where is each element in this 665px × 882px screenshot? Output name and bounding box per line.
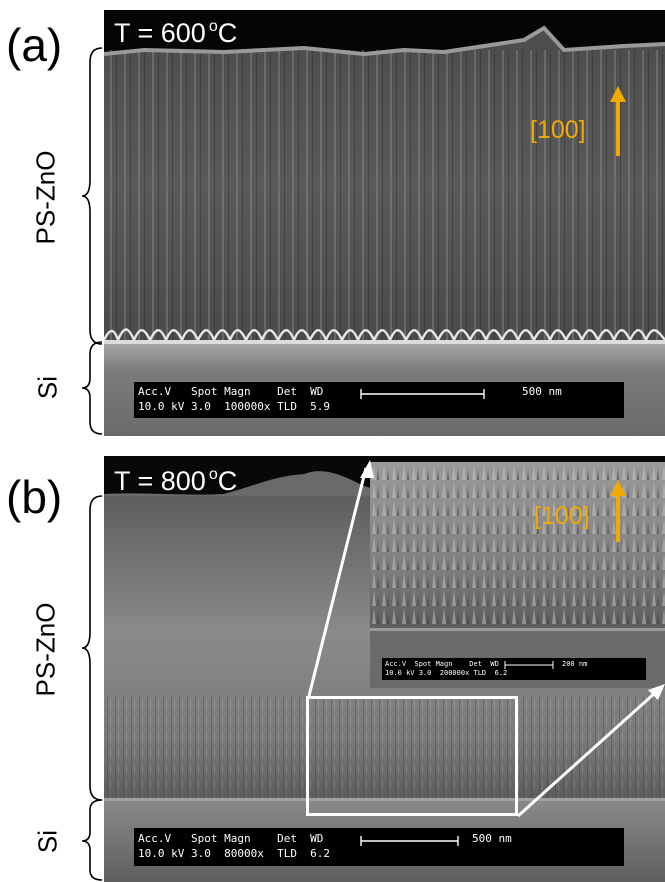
- inset-scale-bar-label: 200 nm: [562, 660, 588, 668]
- temperature-label-a: T = 600 oC: [114, 18, 238, 48]
- si-brace-b: [81, 799, 103, 881]
- data-bar-a: Acc.V Spot Magn Det WD 10.0 kV 3.0 10000…: [134, 382, 624, 418]
- zoom-arrow-left-icon: [360, 460, 374, 478]
- inset-scale-bar: [504, 661, 554, 669]
- ps-zno-brace-b: [81, 495, 103, 801]
- sem-image-a: T = 600 oC [100] Acc.V Spot Magn Det WD 1…: [104, 10, 665, 436]
- inset-direction-label: [100]: [534, 502, 590, 530]
- si-brace-a: [81, 341, 103, 435]
- inset-image: [100] Acc.V Spot Magn Det WD 10.0 kV 3.0…: [370, 462, 665, 688]
- sem-image-b: T = 800 oC [100]: [104, 456, 665, 882]
- si-label-a: Si: [32, 375, 63, 400]
- zoom-arrow-right-icon: [648, 684, 665, 700]
- data-bar-header-b: Acc.V Spot Magn Det WD: [138, 832, 324, 845]
- si-label-b: Si: [32, 829, 63, 854]
- data-bar-header-a: Acc.V Spot Magn Det WD: [138, 385, 324, 398]
- ps-zno-brace-a: [81, 47, 103, 345]
- scale-bar-a: [360, 389, 485, 399]
- data-bar-b: Acc.V Spot Magn Det WD 10.0 kV 3.0 80000…: [134, 828, 624, 866]
- zoom-region-box: [306, 696, 518, 816]
- inset-direction-arrow-icon: [610, 480, 626, 542]
- data-bar-values-a: 10.0 kV 3.0 100000x TLD 5.9: [138, 400, 331, 413]
- scale-bar-label-b: 500 nm: [472, 832, 512, 845]
- sem-micrograph-a: [104, 10, 665, 436]
- inset-data-bar-values: 10.0 kV 3.0 200000x TLD 6.2: [385, 669, 508, 677]
- inset-data-bar-header: Acc.V Spot Magn Det WD: [385, 660, 499, 668]
- scale-bar-b: [360, 836, 459, 846]
- direction-label-a: [100]: [530, 116, 586, 144]
- data-bar-values-b: 10.0 kV 3.0 80000x TLD 6.2: [138, 847, 331, 860]
- panel-a-label: (a): [6, 19, 63, 71]
- scale-bar-label-a: 500 nm: [522, 385, 562, 398]
- inset-data-bar: Acc.V Spot Magn Det WD 10.0 kV 3.0 20000…: [382, 658, 646, 680]
- direction-arrow-icon-a: [610, 86, 626, 156]
- zoom-connector-arrows: [307, 460, 665, 818]
- temperature-label-b: T = 800 oC: [114, 466, 238, 496]
- ps-zno-label-a: PS-ZnO: [30, 150, 61, 245]
- ps-zno-label-b: PS-ZnO: [30, 602, 61, 697]
- panel-b-label: (b): [6, 471, 63, 523]
